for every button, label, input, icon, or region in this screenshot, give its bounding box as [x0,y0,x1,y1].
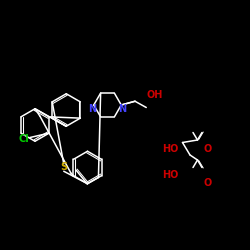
Text: N: N [118,104,126,114]
Text: N: N [88,104,96,114]
Text: HO: HO [162,144,178,154]
Text: S: S [60,162,67,172]
Text: OH: OH [147,90,163,100]
Text: O: O [204,144,212,154]
Text: HO: HO [162,170,178,180]
Text: Cl: Cl [18,134,29,144]
Text: O: O [204,178,212,188]
